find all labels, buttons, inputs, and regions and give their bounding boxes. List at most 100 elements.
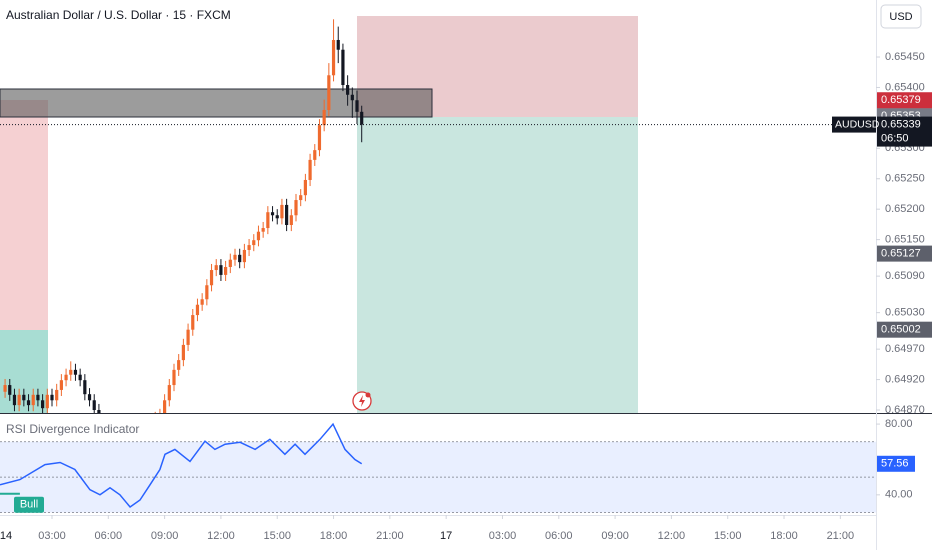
rsi-line (0, 422, 363, 509)
candle-body (87, 394, 92, 401)
rsi-band (0, 441, 876, 513)
candle-body (97, 410, 101, 413)
candle-body (17, 394, 21, 406)
x-tick-label: 03:00 (38, 530, 66, 542)
rsi-last-label: 57.56 (881, 458, 909, 470)
indicator-pane (0, 422, 876, 513)
countdown: 06:50 (881, 132, 909, 144)
candle-body (22, 394, 26, 401)
candle-body (195, 304, 200, 316)
x-tick-label: 09:00 (151, 530, 179, 542)
price-label-bg (877, 245, 932, 262)
symbol-label: AUDUSD (835, 118, 880, 130)
price-label: 0.65002 (881, 324, 921, 336)
candle-body (214, 265, 218, 271)
price-label-bg (877, 92, 932, 109)
y-tick-label: 0.64870 (885, 404, 925, 416)
y-tick-label: 0.64970 (885, 343, 925, 355)
candle-body (341, 49, 345, 86)
candle-body (308, 159, 312, 180)
candle-body (233, 254, 237, 260)
rsi-tick-label: 40.00 (885, 489, 913, 501)
candle-body (50, 394, 54, 401)
x-tick-label: 18:00 (770, 530, 798, 542)
candle-body (78, 374, 82, 381)
candle-body (256, 231, 261, 241)
candle-body (158, 415, 161, 418)
candle-body (242, 249, 246, 263)
candle-body (275, 215, 279, 219)
candle-body (12, 394, 17, 406)
x-tick-label: 17 (440, 530, 452, 542)
price-label-bg (877, 321, 932, 338)
candle-body (3, 385, 7, 392)
x-tick-label: 06:00 (95, 530, 123, 542)
main-pane (0, 16, 638, 440)
candle-body (219, 265, 223, 275)
signal-label: Bull (20, 499, 38, 511)
candle-body (247, 245, 251, 250)
candle-body (59, 380, 63, 390)
candle-body (261, 228, 265, 232)
candle-body (238, 254, 242, 263)
x-tick-label: 15:00 (714, 530, 742, 542)
candle-body (266, 212, 270, 229)
candle-body (154, 418, 157, 420)
currency-button[interactable] (880, 4, 922, 29)
x-tick-label: 18:00 (320, 530, 348, 542)
candle-body (172, 369, 176, 386)
candle-body (121, 438, 124, 440)
candle-body (299, 195, 303, 201)
candle-body (336, 39, 340, 50)
candle-body (36, 394, 40, 401)
y-tick-label: 0.65200 (885, 203, 925, 215)
candle-body (313, 150, 317, 160)
candle-body (55, 389, 59, 401)
alert-icon[interactable] (352, 391, 372, 411)
candle-body (64, 374, 68, 381)
x-tick-label: 14 (0, 530, 12, 542)
candle-body (285, 204, 289, 226)
candle-body (41, 400, 45, 409)
range-box (0, 88, 433, 118)
symbol-bg (832, 116, 876, 133)
candle-body (8, 385, 12, 395)
candle-body (355, 100, 359, 112)
candle-body (200, 299, 204, 305)
candle-body (144, 425, 147, 430)
candle-body (177, 360, 181, 370)
stop-zone (0, 100, 48, 330)
candle-body (280, 204, 284, 219)
x-tick-label: 09:00 (601, 530, 629, 542)
price-label: 0.65127 (881, 248, 921, 260)
x-tick-label: 15:00 (263, 530, 291, 542)
candle-body (45, 394, 49, 409)
candle-body (294, 200, 298, 216)
candle-body (191, 315, 195, 330)
candle-body (163, 400, 167, 413)
y-tick-label: 0.65400 (885, 81, 925, 93)
y-tick-label: 0.65090 (885, 270, 925, 282)
candle-body (181, 344, 185, 361)
candle-body (327, 75, 331, 110)
rsi-last-bg (877, 455, 915, 472)
y-tick-label: 0.64920 (885, 373, 925, 385)
candle-body (92, 400, 96, 411)
candle-body (317, 125, 322, 151)
target-zone (357, 117, 638, 413)
x-tick-label: 21:00 (376, 530, 404, 542)
candle-body (209, 270, 214, 286)
candle-body (360, 111, 364, 125)
candle-body (26, 400, 31, 406)
candle-body (83, 380, 87, 395)
y-tick-label: 0.65150 (885, 234, 925, 246)
candle-body (303, 179, 307, 196)
currency[interactable]: USD (889, 11, 912, 23)
y-tick-label: 0.65450 (885, 51, 925, 63)
x-tick-label: 03:00 (489, 530, 517, 542)
candle-body (331, 39, 336, 76)
last-price-bg (877, 116, 932, 147)
price-label: 0.65379 (881, 94, 921, 106)
candle-body (149, 420, 152, 425)
